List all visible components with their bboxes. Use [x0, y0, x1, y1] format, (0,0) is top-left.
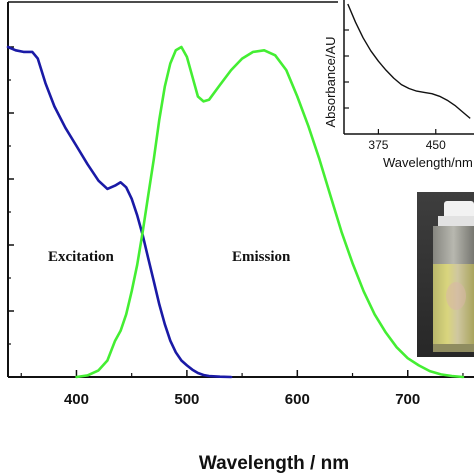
- inset-absorbance-line: [347, 3, 471, 119]
- inset-x-tick-label-375: 375: [368, 138, 388, 152]
- series-line-emission: [75, 45, 465, 379]
- inset-y-ticks: [344, 29, 349, 109]
- inset-x-tick-label-450: 450: [426, 138, 446, 152]
- inset-x-axis-title: Wavelength/nm: [383, 155, 473, 170]
- x-axis-tick-labels: 400 500 600 700: [64, 391, 420, 408]
- x-tick-label-600: 600: [285, 391, 310, 408]
- x-tick-label-500: 500: [174, 391, 199, 408]
- inset-background: [338, 0, 474, 182]
- inset-absorbance-chart: 375 450 Absorbance/AU Wavelength/nm: [323, 0, 474, 182]
- annotation-emission: Emission: [232, 249, 291, 265]
- y-axis-ticks: [8, 46, 14, 378]
- series-layer: [6, 45, 465, 379]
- inset-x-ticks: [377, 129, 437, 134]
- x-axis-title: Wavelength / nm: [199, 453, 349, 474]
- inset-y-axis-title: Absorbance/AU: [323, 36, 338, 127]
- x-tick-label-700: 700: [395, 391, 420, 408]
- x-axis-ticks: [20, 370, 464, 377]
- annotation-excitation: Excitation: [48, 249, 114, 265]
- x-tick-label-400: 400: [64, 391, 89, 408]
- inset-x-tick-labels: 375 450: [368, 138, 446, 152]
- inset-series-layer: [347, 3, 471, 119]
- cuvette-photo: [417, 192, 474, 357]
- series-line-excitation: [6, 45, 233, 379]
